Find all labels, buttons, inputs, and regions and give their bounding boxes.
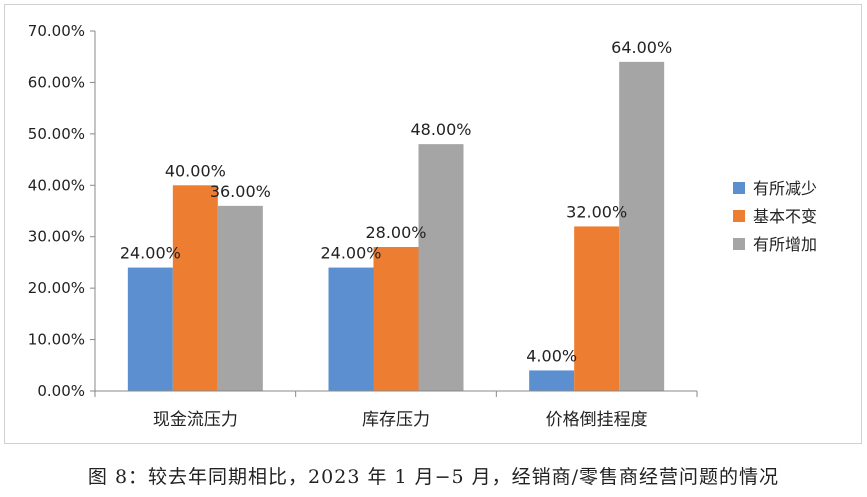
bars — [127, 61, 665, 391]
bar — [328, 267, 374, 391]
chart-frame: 0.00% 10.00% 20.00% 30.00% 40.00% 50.00% 60.00… — [4, 4, 862, 444]
data-label: 48.00% — [410, 120, 471, 139]
data-label: 40.00% — [165, 161, 226, 180]
data-label: 24.00% — [320, 244, 381, 263]
data-label: 64.00% — [611, 38, 672, 57]
y-tick-label: 10.00% — [28, 331, 85, 349]
axes — [94, 31, 698, 397]
bar — [172, 185, 218, 391]
legend-swatch — [733, 238, 745, 250]
y-tick-label: 50.00% — [28, 125, 85, 143]
bar — [127, 267, 173, 391]
bar — [373, 247, 419, 391]
y-tick-label: 40.00% — [28, 176, 85, 194]
data-label: 4.00% — [526, 346, 577, 365]
data-label: 24.00% — [120, 244, 181, 263]
bar — [529, 370, 575, 391]
data-labels: 24.00% 24.00% 4.00% 40.00% 28.00% 32.00% 36.00… — [120, 38, 672, 366]
category-label: 库存压力 — [362, 410, 430, 430]
bar — [217, 205, 263, 391]
legend-swatch — [733, 210, 745, 222]
y-tick-label: 60.00% — [28, 73, 85, 91]
data-label: 32.00% — [566, 202, 627, 221]
figure-caption: 图 8：较去年同期相比，2023 年 1 月−5 月，经销商/零售商经营问题的情… — [87, 466, 780, 488]
legend-label: 有所增加 — [753, 235, 817, 254]
category-label: 现金流压力 — [153, 410, 238, 430]
legend-swatch — [733, 182, 745, 194]
bar — [619, 61, 665, 391]
bar — [418, 144, 464, 391]
y-tick-label: 70.00% — [28, 22, 85, 40]
legend-label: 有所减少 — [753, 179, 817, 198]
legend-label: 基本不变 — [753, 207, 817, 226]
category-labels: 现金流压力 库存压力 价格倒挂程度 — [153, 410, 648, 430]
category-label: 价格倒挂程度 — [546, 410, 648, 430]
data-label: 36.00% — [210, 182, 271, 201]
y-axis-ticks: 0.00% 10.00% 20.00% 30.00% 40.00% 50.00% 60.00… — [28, 22, 95, 400]
y-tick-label: 30.00% — [28, 228, 85, 246]
bar-chart: 0.00% 10.00% 20.00% 30.00% 40.00% 50.00% 60.00… — [28, 22, 817, 430]
bar — [574, 226, 620, 391]
y-tick-label: 20.00% — [28, 279, 85, 297]
data-label: 28.00% — [365, 223, 426, 242]
y-tick-label: 0.00% — [37, 382, 85, 400]
